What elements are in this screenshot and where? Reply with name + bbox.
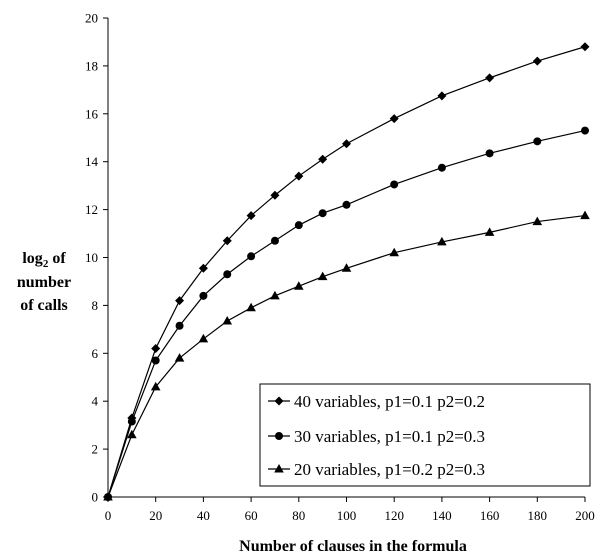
circle-marker — [127, 417, 136, 426]
legend-entry: 20 variables, p1=0.2 p2=0.3 — [268, 460, 485, 479]
diamond-marker — [389, 114, 399, 124]
circle-marker — [275, 432, 283, 440]
diamond-marker — [151, 344, 161, 354]
circle-marker — [247, 252, 256, 261]
y-axis-title-number: number — [17, 274, 71, 291]
y-tick-label: 16 — [85, 106, 99, 121]
x-tick-label: 120 — [384, 508, 404, 523]
x-tick-label: 40 — [197, 508, 210, 523]
triangle-marker — [484, 227, 495, 236]
y-tick-label: 14 — [85, 154, 99, 169]
y-tick-label: 2 — [92, 442, 99, 457]
y-axis-title-calls: of calls — [20, 297, 68, 314]
triangle-marker — [198, 333, 209, 343]
x-tick-label: 180 — [528, 508, 548, 523]
x-tick-label: 140 — [432, 508, 452, 523]
triangle-marker — [341, 263, 352, 272]
circle-marker — [199, 291, 208, 300]
triangle-marker — [270, 290, 280, 300]
triangle-marker — [294, 281, 304, 290]
x-tick-label: 160 — [480, 508, 500, 523]
svg-text:log2 of: log2 of — [22, 250, 66, 270]
circle-marker — [533, 137, 542, 146]
x-tick-label: 100 — [337, 508, 357, 523]
diamond-marker — [270, 190, 280, 200]
y-tick-label: 12 — [85, 202, 98, 217]
series-triangle — [103, 210, 590, 501]
y-axis-title-log: log — [22, 250, 42, 267]
y-axis-title-of: of — [52, 250, 66, 267]
diamond-marker — [485, 73, 495, 83]
legend-label: 30 variables, p1=0.1 p2=0.3 — [294, 427, 485, 446]
triangle-marker — [532, 216, 543, 226]
legend: 40 variables, p1=0.1 p2=0.2 30 variables,… — [259, 383, 591, 487]
diamond-marker — [580, 42, 590, 52]
x-tick-label: 20 — [149, 508, 162, 523]
circle-marker — [151, 356, 160, 365]
legend-label: 20 variables, p1=0.2 p2=0.3 — [294, 460, 485, 479]
series-group — [103, 42, 590, 502]
legend-entry: 30 variables, p1=0.1 p2=0.3 — [268, 427, 485, 446]
series-line — [107, 129, 586, 498]
series-diamond — [103, 42, 590, 502]
y-tick-label: 0 — [92, 490, 99, 505]
triangle-marker — [127, 429, 137, 439]
legend-box — [259, 383, 591, 487]
series-line — [107, 214, 586, 498]
circle-marker — [318, 209, 327, 218]
diamond-marker — [175, 296, 185, 306]
diamond-marker — [274, 396, 284, 406]
circle-marker — [581, 126, 589, 135]
x-tick-label: 200 — [575, 508, 595, 523]
circle-marker — [294, 221, 303, 230]
circle-marker — [223, 270, 232, 279]
triangle-marker — [246, 302, 256, 312]
triangle-marker — [103, 492, 113, 501]
y-axis-ticks: 0 2 4 6 8 10 12 14 16 18 20 — [85, 11, 108, 505]
triangle-marker — [437, 236, 447, 246]
diamond-marker — [532, 56, 542, 66]
triangle-marker — [580, 210, 590, 220]
triangle-marker — [174, 353, 185, 362]
series-circle — [104, 126, 589, 501]
legend-entry: 40 variables, p1=0.1 p2=0.2 — [268, 392, 485, 411]
x-tick-label: 60 — [245, 508, 258, 523]
circle-marker — [485, 149, 494, 158]
triangle-marker — [222, 315, 233, 325]
triangle-marker — [150, 381, 161, 391]
y-tick-label: 10 — [85, 250, 98, 265]
triangle-marker — [389, 247, 399, 257]
triangle-marker — [274, 464, 284, 473]
y-tick-label: 6 — [92, 346, 99, 361]
diamond-marker — [222, 236, 232, 246]
legend-label: 40 variables, p1=0.1 p2=0.2 — [294, 392, 485, 411]
x-tick-label: 80 — [292, 508, 305, 523]
diamond-marker — [437, 91, 447, 101]
x-tick-label: 0 — [105, 508, 112, 523]
circle-marker — [390, 180, 399, 189]
y-tick-label: 20 — [85, 11, 98, 26]
x-axis-ticks: 0 20 40 60 80 100 120 140 160 180 200 — [105, 497, 595, 523]
circle-marker — [437, 163, 446, 172]
y-tick-label: 18 — [85, 58, 98, 73]
diamond-marker — [294, 171, 304, 181]
triangle-marker — [317, 271, 328, 281]
diamond-marker — [246, 211, 256, 221]
diamond-marker — [318, 154, 328, 164]
y-axis-title-subscript: 2 — [43, 258, 49, 270]
circle-marker — [175, 321, 184, 330]
diamond-marker — [198, 263, 208, 273]
x-axis-title: Number of clauses in the formula — [239, 538, 467, 555]
diamond-marker — [342, 139, 351, 149]
y-tick-label: 8 — [92, 298, 99, 313]
series-line — [107, 46, 586, 498]
y-tick-label: 4 — [92, 394, 99, 409]
circle-marker — [270, 236, 279, 245]
y-axis-title: log2 of number of calls — [17, 250, 71, 314]
circle-marker — [342, 200, 351, 209]
